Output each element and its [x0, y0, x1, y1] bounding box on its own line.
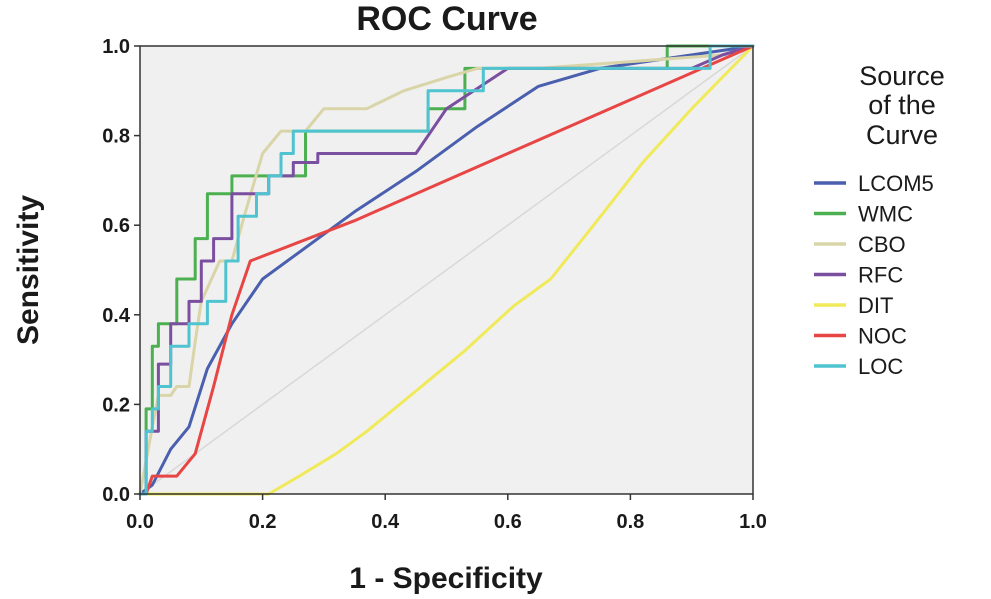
- series-line-wmc: [138, 44, 755, 496]
- chart-title: ROC Curve: [356, 0, 537, 38]
- legend-item-loc: LOC: [814, 354, 903, 379]
- legend-title-line-1: Source: [859, 61, 945, 91]
- x-tick-label: 0.8: [616, 511, 644, 533]
- reference-diagonal-group: [139, 45, 754, 495]
- x-tick-label: 1.0: [739, 511, 767, 533]
- y-axis: 0.0 0.2 0.4 0.6 0.8 1.0: [102, 36, 140, 506]
- legend-item-wmc: WMC: [814, 202, 913, 227]
- x-tick-label: 0.4: [371, 511, 400, 533]
- legend-item-lcom5: LCOM5: [814, 171, 934, 196]
- legend-label: LOC: [858, 354, 903, 379]
- y-tick-label: 0.8: [102, 126, 130, 148]
- legend-title-line-3: Curve: [866, 120, 938, 150]
- y-axis-label: Sensitivity: [12, 195, 45, 345]
- x-tick-label: 0.2: [249, 511, 277, 533]
- y-tick-label: 0.6: [102, 215, 130, 237]
- reference-diagonal-line: [139, 45, 754, 495]
- y-tick-label: 1.0: [102, 36, 130, 58]
- x-tick-label: 0.0: [126, 511, 154, 533]
- series-lines-group: [138, 44, 755, 496]
- legend-label: DIT: [858, 293, 893, 318]
- legend-label: NOC: [858, 324, 907, 349]
- x-axis-label: 1 - Specificity: [349, 562, 543, 595]
- legend-item-noc: NOC: [814, 324, 907, 349]
- legend: Source of the Curve LCOM5 WMC CBO RFC DIT NOC…: [814, 61, 945, 379]
- legend-item-cbo: CBO: [814, 232, 906, 257]
- legend-item-rfc: RFC: [814, 263, 903, 288]
- y-tick-label: 0.2: [102, 394, 130, 416]
- legend-item-dit: DIT: [814, 293, 893, 318]
- series-line-noc: [138, 44, 755, 496]
- series-line-dit: [138, 44, 755, 496]
- series-line-lcom5: [138, 44, 755, 496]
- legend-label: RFC: [858, 263, 903, 288]
- legend-title-line-2: of the: [868, 90, 936, 120]
- plot-frame: [139, 45, 754, 495]
- series-line-loc: [138, 44, 755, 496]
- y-tick-label: 0.0: [102, 484, 130, 506]
- x-tick-label: 0.6: [494, 511, 522, 533]
- y-tick-label: 0.4: [102, 305, 131, 327]
- legend-label: CBO: [858, 232, 906, 257]
- legend-label: LCOM5: [858, 171, 934, 196]
- x-axis: 0.0 0.2 0.4 0.6 0.8 1.0: [126, 494, 767, 533]
- legend-label: WMC: [858, 202, 913, 227]
